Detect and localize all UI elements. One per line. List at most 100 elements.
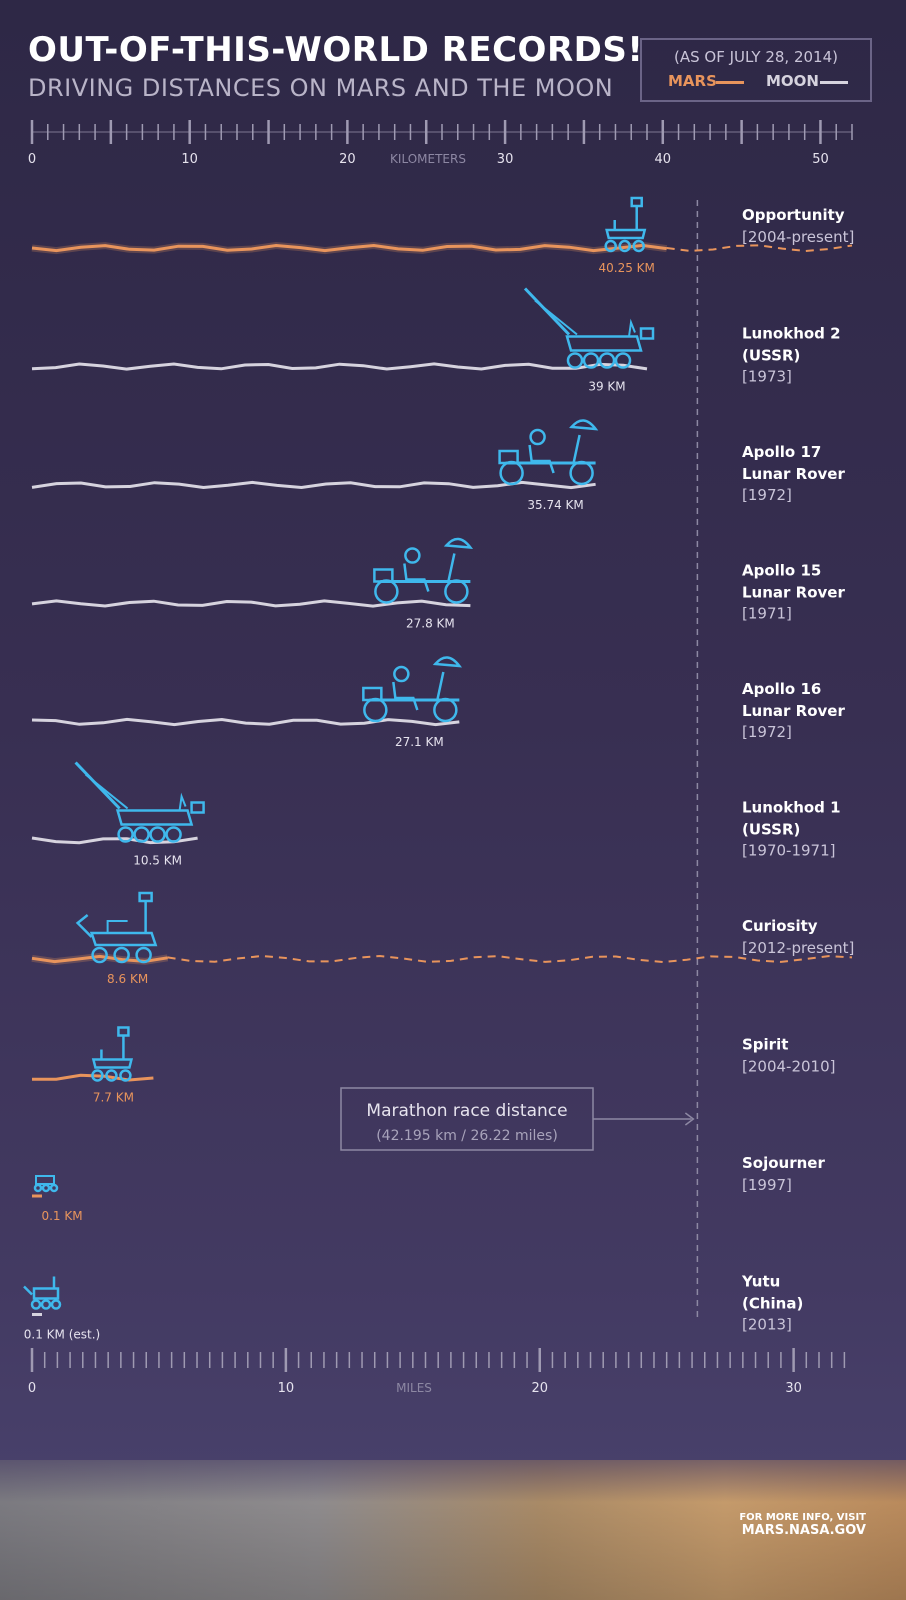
rover-detail: [1972] [742,486,792,504]
legend-date: (AS OF JULY 28, 2014) [674,48,838,66]
astronaut-body [392,681,419,711]
top-axis-tick-label: 10 [181,152,198,167]
rover-name: Spirit [742,1036,788,1054]
rover-body [32,1287,60,1300]
distance-label: 8.6 KM [107,972,148,986]
distance-track [31,599,471,608]
wheel [632,239,645,253]
astronaut-body [403,563,430,592]
rover-lid-inner [534,299,578,336]
rover-panel [23,1285,33,1296]
rover-detail: [1971] [742,605,792,623]
rover-lid-inner [84,773,129,810]
legend-mars-label: MARS [668,72,717,90]
rover-name: Lunokhod 1 [742,799,841,817]
distance-track [31,362,648,371]
rover-lrv-icon [373,537,474,604]
distance-track [31,243,667,253]
wheel [433,697,458,723]
top-axis-tick-label: 30 [497,152,514,167]
wheel [50,1299,62,1310]
rover-detail: Lunar Rover [742,584,845,602]
wheel [49,1183,59,1193]
top-axis-tick-label: 0 [28,152,36,167]
rover-name: Apollo 16 [742,680,821,698]
rover-camera [117,1026,130,1037]
wheel [618,239,631,253]
rover-tub [115,809,194,826]
distance-label: 0.1 KM [41,1209,82,1223]
rover-detail: (USSR) [742,347,800,365]
top-axis-label: KILOMETERS [390,152,466,166]
wheel [582,352,600,369]
rover-curiosity-icon [75,891,158,964]
rover-lrv-icon [498,419,599,486]
distance-label: 27.1 KM [395,735,444,749]
rover-deck [106,920,128,933]
wheel [149,826,166,843]
distance-label: 7.7 KM [93,1091,134,1105]
rover-row: 39 KM Lunokhod 2 (USSR) [1973] [31,287,841,394]
top-axis-tick-label: 40 [654,152,671,167]
bottom-axis-label: MILES [396,1381,432,1395]
bottom-axis-tick-label: 0 [28,1381,36,1396]
wheel [113,946,130,964]
rover-detail: [1972] [742,723,792,741]
astronaut-body [528,444,555,474]
rover-detail: (USSR) [742,821,800,839]
rover-name: Curiosity [742,917,818,935]
distance-chart: 0 10 20 30 40 50 KILOMETERS 0 10 20 30 MILES Maratho… [23,120,854,1396]
marathon-arrowhead [684,1112,695,1126]
projected-track [666,244,853,253]
rover-dish [443,537,474,549]
credit: FOR MORE INFO, VISIT MARS.NASA.GOV [739,1512,866,1538]
rover-name: Apollo 15 [742,562,821,580]
rover-detail: [1997] [742,1176,792,1194]
distance-track [31,717,460,727]
wheel [363,697,388,723]
rover-row: 10.5 KM Lunokhod 1 (USSR) [1970-1971] [31,761,841,868]
rover-detail: [2013] [742,1316,792,1334]
astronaut-helmet [529,428,546,446]
wheel [598,352,616,369]
legend-moon-label: MOON [766,72,819,90]
astronaut-helmet [393,665,410,683]
rover-body [89,931,158,947]
top-axis-tick-label: 50 [812,152,829,167]
page-title: OUT-OF-THIS-WORLD RECORDS! [28,30,644,70]
rover-camera [138,891,153,903]
wheel [119,1069,132,1082]
distance-track [31,836,198,845]
wheel [91,1069,104,1082]
legend-mars-swatch [716,81,744,84]
wheel [604,239,617,253]
credit-line-1: FOR MORE INFO, VISIT [739,1512,866,1523]
rover-body [91,1058,134,1069]
rover-body [605,228,647,240]
wheel [374,579,399,604]
wheel [41,1183,51,1193]
rover-arm [75,914,93,938]
wheel [105,1069,118,1082]
rover-detail: [1973] [742,368,792,386]
rover-camera [630,196,643,208]
wheel [91,946,108,964]
rover-tub [565,335,643,352]
rover-row: 7.7 KM Spirit [2004-2010] [32,1026,835,1105]
rover-mast [447,553,456,582]
wheel [33,1183,43,1193]
distance-label: 35.74 KM [527,498,583,512]
rover-row: 27.8 KM Apollo 15 Lunar Rover [1971] [31,537,845,631]
wheel [566,352,584,369]
wheel [499,460,524,486]
bottom-axis-tick-label: 10 [278,1381,295,1396]
rover-lunokhod-icon [74,761,205,843]
rover-detail: [2012-present] [742,939,854,957]
wheel [614,352,632,369]
marathon-label: Marathon race distance [366,1101,567,1121]
wheel [444,579,469,604]
rover-dish [569,419,599,431]
rover-row: 40.25 KM Opportunity [2004-present] [31,196,854,275]
bottom-axis-tick-label: 20 [531,1381,548,1396]
